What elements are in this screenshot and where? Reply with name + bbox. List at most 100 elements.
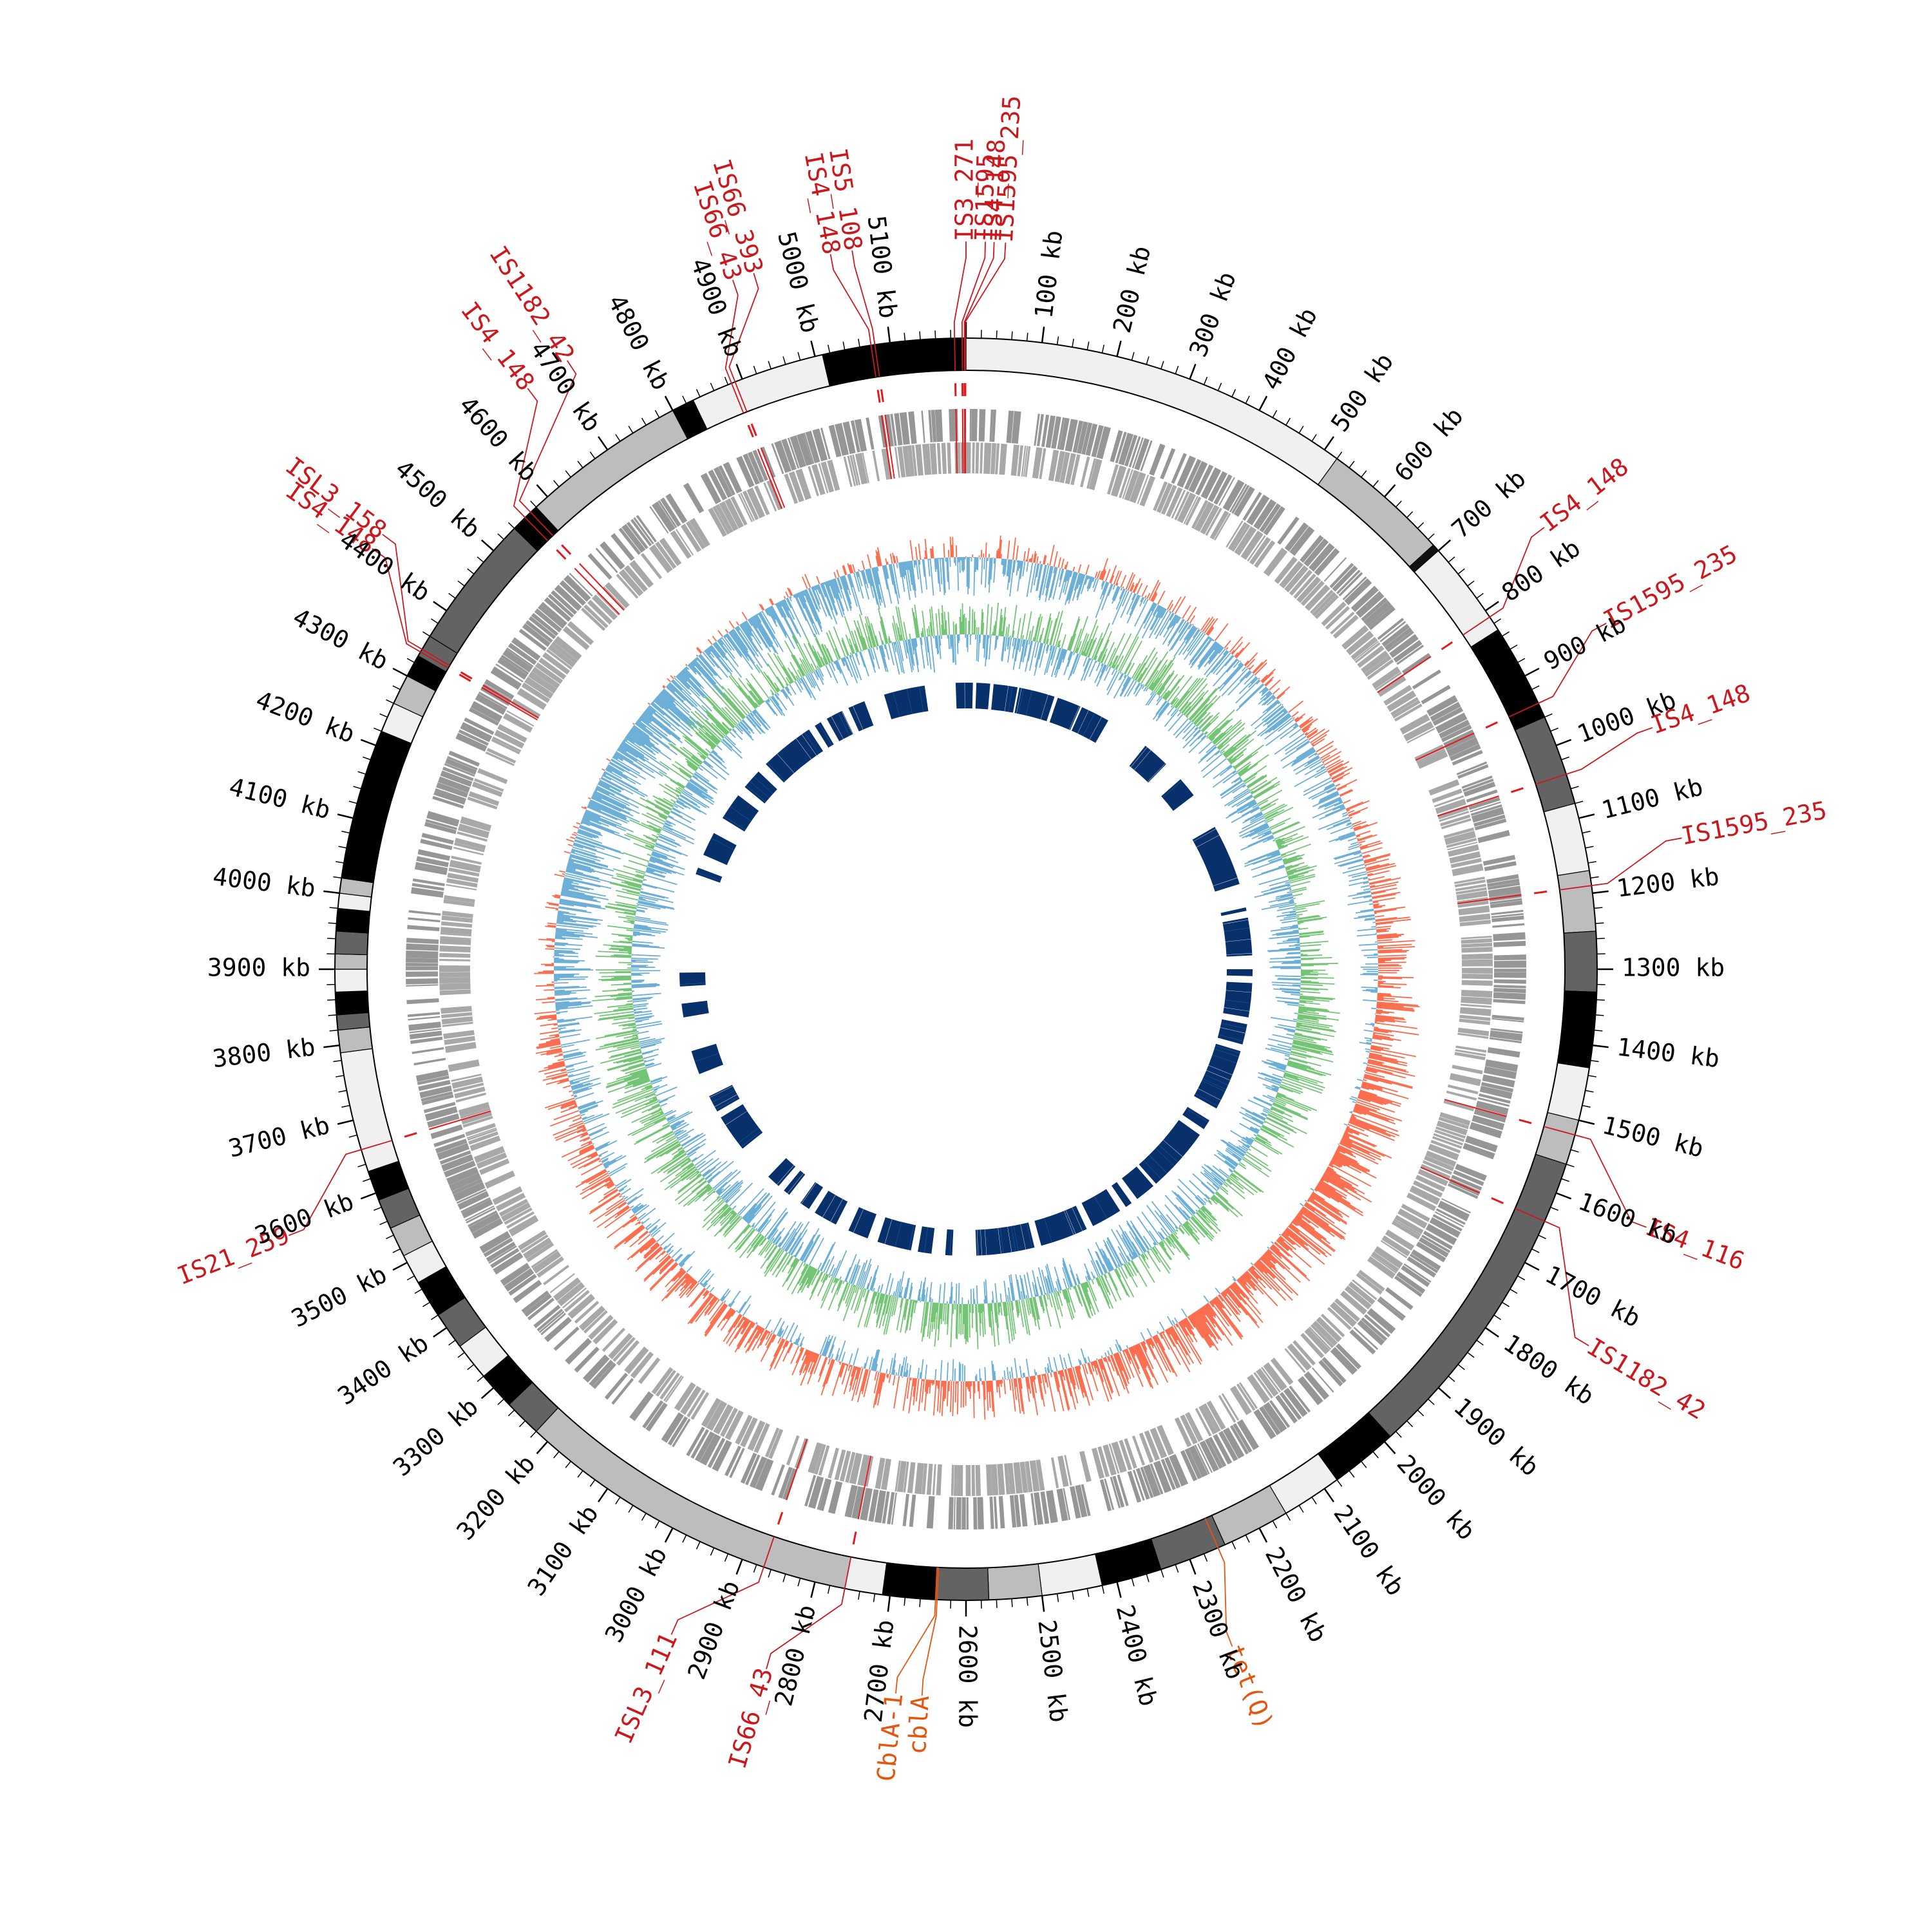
gc-skew-bar (694, 659, 717, 685)
gc-skew-bar (600, 777, 624, 791)
gc-skew-bar (872, 567, 881, 600)
gc-skew-bar (1299, 1211, 1335, 1237)
gc-content-bar (1274, 838, 1281, 842)
gene-reverse (947, 442, 952, 474)
gc-skew-bar (1250, 1267, 1273, 1290)
minor-tick (996, 330, 998, 339)
gene-reverse (1296, 576, 1321, 603)
gc-content-bar (1300, 944, 1321, 947)
gc-skew-bar (620, 743, 667, 775)
gene-forward (1259, 503, 1282, 533)
gc-skew-bar (580, 1133, 589, 1138)
gene-reverse (516, 688, 547, 710)
gc-content-bar (1160, 1241, 1165, 1247)
gc-content-bar (870, 1265, 879, 1291)
gc-skew-bar (572, 1154, 598, 1169)
gc-skew-bar (897, 1363, 901, 1376)
gc-skew-bar (540, 1023, 558, 1027)
gc-skew-bar (597, 783, 629, 800)
gc-content-bar (1242, 1144, 1250, 1149)
gene-forward (926, 1495, 935, 1529)
gc-skew-bar (748, 618, 768, 649)
gene-forward (961, 1497, 966, 1530)
gene-forward (409, 1030, 442, 1039)
gc-skew-bar (554, 952, 578, 954)
gc-content-bar (1182, 1209, 1191, 1218)
gene-reverse (1367, 1256, 1396, 1279)
gc-skew-bar (1325, 1170, 1352, 1186)
gc-skew-bar (1114, 1353, 1128, 1387)
gc-content-bar (1076, 1277, 1080, 1285)
gene-reverse (579, 1305, 606, 1331)
gc-skew-bar (865, 569, 870, 584)
gc-content-bar (1262, 1125, 1281, 1136)
gc-skew-bar (667, 677, 671, 683)
gene-forward (611, 1378, 634, 1405)
gc-content-bar (1040, 1295, 1045, 1311)
gene-is-hit (757, 448, 782, 509)
gc-content-bar (1210, 1197, 1215, 1201)
major-tick (360, 1192, 377, 1200)
gc-skew-bar (1351, 820, 1361, 826)
gene-reverse (1449, 851, 1481, 864)
gc-content-bar (1158, 696, 1160, 697)
gene-forward (1110, 430, 1123, 462)
gc-skew-bar (1237, 659, 1240, 661)
gc-skew-bar (1166, 614, 1177, 630)
gc-skew-bar (596, 786, 639, 809)
gc-skew-bar (843, 1365, 853, 1395)
gc-content-bar (1287, 1064, 1323, 1077)
gene-forward (414, 865, 448, 875)
gc-content-bar (1274, 1087, 1279, 1090)
gc-skew-bar (1036, 563, 1040, 578)
gc-skew-bar (1229, 1285, 1242, 1301)
gc-content-bar (1011, 605, 1018, 638)
gc-content-bar (1203, 1197, 1208, 1202)
gc-content-bar (1115, 1268, 1121, 1278)
gc-content-bar (1289, 944, 1300, 947)
gc-content-bar (1120, 1265, 1128, 1279)
gene-forward (1439, 719, 1470, 739)
gc-skew-bar (1297, 1213, 1311, 1224)
gene-forward (1330, 1347, 1358, 1375)
gc-content-bar (987, 1303, 990, 1327)
gene-reverse (1106, 464, 1119, 495)
gc-skew-bar (1378, 949, 1409, 952)
gc-skew-bar (1033, 563, 1039, 586)
gc-skew-bar (1109, 1347, 1113, 1355)
gene-is-hit (955, 409, 958, 474)
gc-skew-bar (848, 1353, 853, 1365)
gc-skew-bar (888, 1374, 891, 1383)
gc-content-bar (1238, 1139, 1250, 1148)
gene-reverse (1021, 446, 1027, 477)
gc-skew-bar (1017, 560, 1023, 592)
gene-reverse (1391, 1220, 1421, 1240)
gene-reverse (681, 524, 702, 553)
gc-skew-bar (689, 1280, 697, 1289)
gc-skew-bar (911, 560, 916, 591)
gc-content-bar (1084, 652, 1086, 656)
gc-skew-bar (1347, 1123, 1365, 1132)
gc-skew-bar (944, 1381, 947, 1399)
gc-skew-bar (1335, 833, 1356, 842)
gc-content-bar (1223, 746, 1234, 756)
gc-skew-bar (1099, 1359, 1104, 1370)
gc-skew-bar (893, 563, 900, 598)
gc-skew-bar (579, 1144, 594, 1152)
gc-content-bar (1253, 1139, 1279, 1155)
gc-content-bar (1057, 639, 1061, 648)
gc-content-bar (1155, 683, 1162, 694)
gc-skew-bar (1111, 1354, 1126, 1390)
gc-content-bar (1039, 643, 1046, 668)
gc-skew-bar (896, 556, 898, 564)
gc-content-bar (918, 1281, 922, 1301)
gc-skew-bar (1370, 1023, 1375, 1025)
gc-content-bar (1281, 851, 1296, 858)
gene-reverse (1374, 1245, 1403, 1269)
gc-content-bar (1160, 1214, 1175, 1233)
gc-skew-bar (1171, 622, 1189, 650)
gc-skew-bar (573, 831, 578, 835)
gene-forward (1353, 1327, 1379, 1350)
gc-skew-bar (550, 1114, 581, 1127)
gc-skew-bar (723, 1314, 742, 1342)
